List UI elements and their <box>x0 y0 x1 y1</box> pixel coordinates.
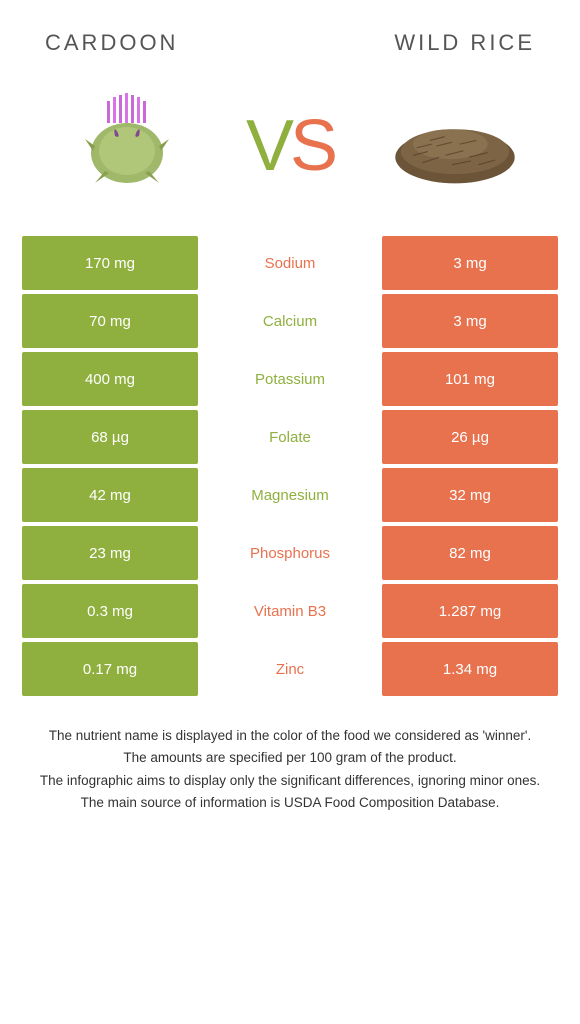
table-row: 170 mgSodium3 mg <box>22 236 558 290</box>
right-value: 101 mg <box>382 352 558 406</box>
right-value: 32 mg <box>382 468 558 522</box>
right-value: 1.34 mg <box>382 642 558 696</box>
footer-line: The infographic aims to display only the… <box>20 771 560 791</box>
nutrient-label: Folate <box>202 410 378 464</box>
table-row: 68 µgFolate26 µg <box>22 410 558 464</box>
left-value: 42 mg <box>22 468 198 522</box>
nutrient-label: Vitamin B3 <box>202 584 378 638</box>
right-value: 3 mg <box>382 294 558 348</box>
vs-v: V <box>246 106 290 186</box>
footer-notes: The nutrient name is displayed in the co… <box>0 696 580 813</box>
nutrient-label: Potassium <box>202 352 378 406</box>
left-value: 400 mg <box>22 352 198 406</box>
header: Cardoon Wild Rice <box>0 0 580 66</box>
right-value: 3 mg <box>382 236 558 290</box>
nutrient-label: Phosphorus <box>202 526 378 580</box>
right-value: 26 µg <box>382 410 558 464</box>
vs-s: S <box>290 106 334 186</box>
left-value: 0.3 mg <box>22 584 198 638</box>
table-row: 70 mgCalcium3 mg <box>22 294 558 348</box>
right-value: 82 mg <box>382 526 558 580</box>
nutrient-label: Magnesium <box>202 468 378 522</box>
table-row: 42 mgMagnesium32 mg <box>22 468 558 522</box>
table-row: 400 mgPotassium101 mg <box>22 352 558 406</box>
left-value: 0.17 mg <box>22 642 198 696</box>
left-value: 23 mg <box>22 526 198 580</box>
cardoon-image <box>55 86 195 206</box>
right-food-title: Wild Rice <box>394 30 535 56</box>
vs-label: VS <box>246 110 334 182</box>
footer-line: The main source of information is USDA F… <box>20 793 560 813</box>
right-value: 1.287 mg <box>382 584 558 638</box>
nutrient-label: Sodium <box>202 236 378 290</box>
wild-rice-image <box>385 86 525 206</box>
footer-line: The amounts are specified per 100 gram o… <box>20 748 560 768</box>
nutrient-label: Zinc <box>202 642 378 696</box>
table-row: 0.17 mgZinc1.34 mg <box>22 642 558 696</box>
table-row: 0.3 mgVitamin B31.287 mg <box>22 584 558 638</box>
left-food-title: Cardoon <box>45 30 178 56</box>
nutrient-label: Calcium <box>202 294 378 348</box>
left-value: 68 µg <box>22 410 198 464</box>
hero-row: VS <box>0 66 580 236</box>
table-row: 23 mgPhosphorus82 mg <box>22 526 558 580</box>
footer-line: The nutrient name is displayed in the co… <box>20 726 560 746</box>
nutrient-table: 170 mgSodium3 mg70 mgCalcium3 mg400 mgPo… <box>0 236 580 696</box>
left-value: 70 mg <box>22 294 198 348</box>
left-value: 170 mg <box>22 236 198 290</box>
